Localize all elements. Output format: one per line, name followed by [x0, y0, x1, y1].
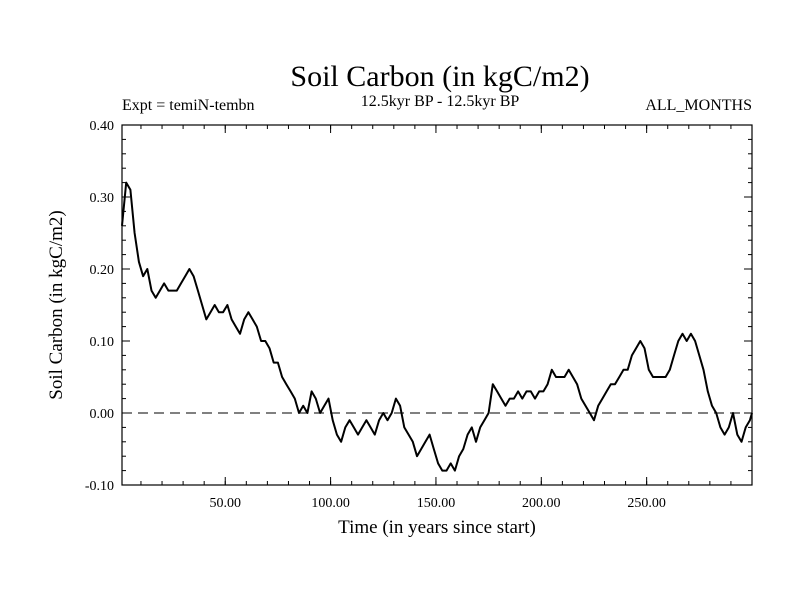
y-tick-label: 0.10 [90, 335, 115, 350]
y-tick-label: 0.20 [90, 263, 115, 278]
y-tick-label: 0.30 [90, 191, 115, 206]
series-line [121, 181, 753, 472]
y-tick-label: 0.00 [90, 407, 115, 422]
y-tick-label: 0.40 [90, 119, 115, 134]
x-axis-label: Time (in years since start) [338, 517, 536, 538]
plot-frame [121, 124, 753, 486]
x-tick-label: 150.00 [417, 496, 456, 511]
y-tick-label: -0.10 [85, 479, 114, 494]
x-tick-label: 200.00 [522, 496, 561, 511]
x-tick-label: 250.00 [627, 496, 666, 511]
x-tick-label: 100.00 [311, 496, 350, 511]
subtitle-experiment: Expt = temiN-tembn [122, 97, 255, 114]
chart-title: Soil Carbon (in kgC/m2) [290, 60, 589, 93]
y-axis-label: Soil Carbon (in kgC/m2) [46, 210, 67, 399]
subtitle-period: 12.5kyr BP - 12.5kyr BP [361, 93, 520, 110]
subtitle-months: ALL_MONTHS [645, 97, 752, 114]
x-tick-label: 50.00 [209, 496, 241, 511]
